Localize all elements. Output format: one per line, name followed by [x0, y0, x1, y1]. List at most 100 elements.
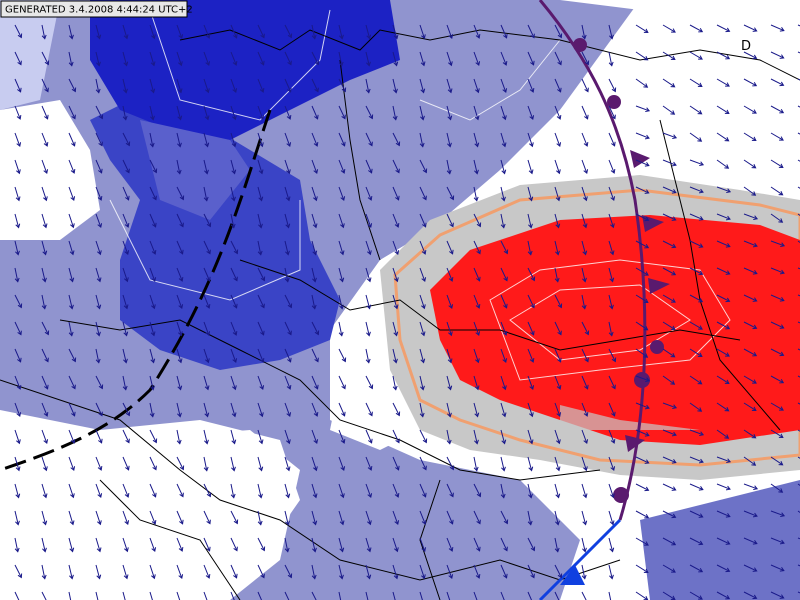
wind-arrow — [122, 510, 130, 526]
wind-arrow — [311, 132, 319, 147]
wind-arrow — [68, 591, 72, 600]
wind-arrow — [446, 483, 454, 498]
wind-arrow — [446, 51, 453, 67]
wind-arrow — [689, 132, 703, 142]
wind-arrow — [149, 402, 155, 418]
wind-arrow — [365, 402, 373, 417]
wind-arrow — [473, 132, 480, 148]
wind-arrow — [149, 51, 156, 67]
wind-arrow — [14, 159, 21, 175]
wind-arrow — [95, 429, 103, 444]
wind-arrow — [149, 348, 156, 364]
trough-line — [0, 109, 272, 472]
wind-arrow — [527, 321, 535, 336]
wind-arrow — [608, 132, 616, 147]
wind-arrow — [203, 321, 211, 337]
wind-arrow — [176, 132, 182, 148]
wind-arrow — [68, 321, 74, 337]
wind-arrow — [284, 429, 291, 445]
wind-arrow — [230, 213, 236, 229]
wind-arrow — [662, 213, 677, 221]
wind-arrow — [662, 132, 678, 140]
wind-arrow — [716, 375, 730, 384]
wind-arrow — [95, 375, 104, 390]
wind-arrow — [338, 240, 345, 256]
wind-arrow — [311, 186, 318, 202]
wind-arrow — [662, 402, 678, 410]
wind-arrow — [68, 537, 75, 553]
wind-arrow — [770, 537, 785, 545]
wind-arrow — [743, 132, 757, 141]
wind-arrow — [284, 402, 292, 418]
wind-arrow — [635, 456, 650, 464]
wind-arrow — [716, 24, 731, 33]
wind-arrow — [446, 240, 454, 255]
wind-arrow — [743, 186, 757, 196]
wind-arrow — [176, 591, 181, 600]
wind-arrow — [581, 321, 590, 336]
wind-arrow — [419, 186, 427, 201]
wind-arrow — [608, 429, 616, 444]
wind-arrow — [662, 510, 677, 519]
wind-arrow — [770, 24, 785, 32]
wind-arrow — [527, 159, 534, 175]
wind-arrow — [608, 456, 616, 472]
wind-arrow — [662, 105, 676, 115]
wind-arrow — [257, 564, 265, 579]
wind-arrow — [419, 348, 426, 364]
wind-arrow — [311, 537, 317, 553]
wind-arrow — [311, 402, 319, 417]
generated-stamp: GENERATED 3.4.2008 4:44:24 UTC+2 — [5, 5, 193, 16]
wind-arrow — [284, 483, 291, 499]
wind-arrow — [527, 186, 534, 202]
wind-arrow — [230, 51, 238, 66]
wind-arrow — [716, 537, 731, 545]
wind-arrow — [257, 240, 263, 256]
wind-arrow — [743, 51, 758, 60]
wind-arrow — [446, 105, 453, 121]
wind-arrow — [14, 456, 21, 472]
wind-arrow — [689, 51, 703, 60]
wind-arrow — [365, 105, 374, 120]
wind-arrow — [230, 429, 237, 445]
wind-arrow — [14, 267, 20, 283]
wind-arrow — [689, 564, 704, 573]
wind-arrow — [419, 267, 427, 283]
wind-arrow — [635, 375, 651, 383]
wind-arrow — [392, 429, 400, 444]
wind-arrow — [500, 24, 508, 39]
wind-arrow — [689, 375, 703, 385]
wind-arrow — [554, 105, 562, 120]
wind-arrow — [446, 186, 455, 201]
wind-arrow — [446, 78, 453, 94]
wind-arrow — [446, 24, 454, 40]
wind-arrow — [770, 159, 784, 168]
wind-arrow — [230, 321, 238, 336]
wind-arrow — [743, 456, 757, 466]
wind-arrow — [500, 591, 505, 600]
wind-arrow — [608, 294, 614, 310]
wind-arrow — [608, 591, 612, 600]
wind-arrow — [473, 51, 481, 67]
wind-arrow — [419, 510, 427, 525]
wind-arrow — [230, 537, 238, 552]
wind-arrow — [581, 78, 589, 93]
wind-arrow — [446, 510, 454, 525]
wind-arrow — [176, 24, 184, 40]
wind-arrow — [41, 213, 48, 229]
wind-arrow — [365, 510, 372, 526]
wind-arrow — [392, 456, 400, 471]
wind-arrow — [311, 564, 317, 580]
wind-arrow — [365, 429, 373, 444]
field-dark-inner — [140, 120, 250, 220]
wind-arrow — [554, 429, 561, 445]
wind-arrow — [662, 78, 676, 88]
wind-arrow — [770, 483, 784, 493]
wind-arrow — [41, 267, 47, 283]
wind-arrow — [689, 213, 704, 221]
wind-arrow — [365, 456, 373, 471]
front-symbols — [573, 38, 670, 503]
wind-arrow — [689, 186, 704, 194]
wind-arrow — [95, 78, 101, 94]
wind-arrow — [365, 375, 374, 390]
